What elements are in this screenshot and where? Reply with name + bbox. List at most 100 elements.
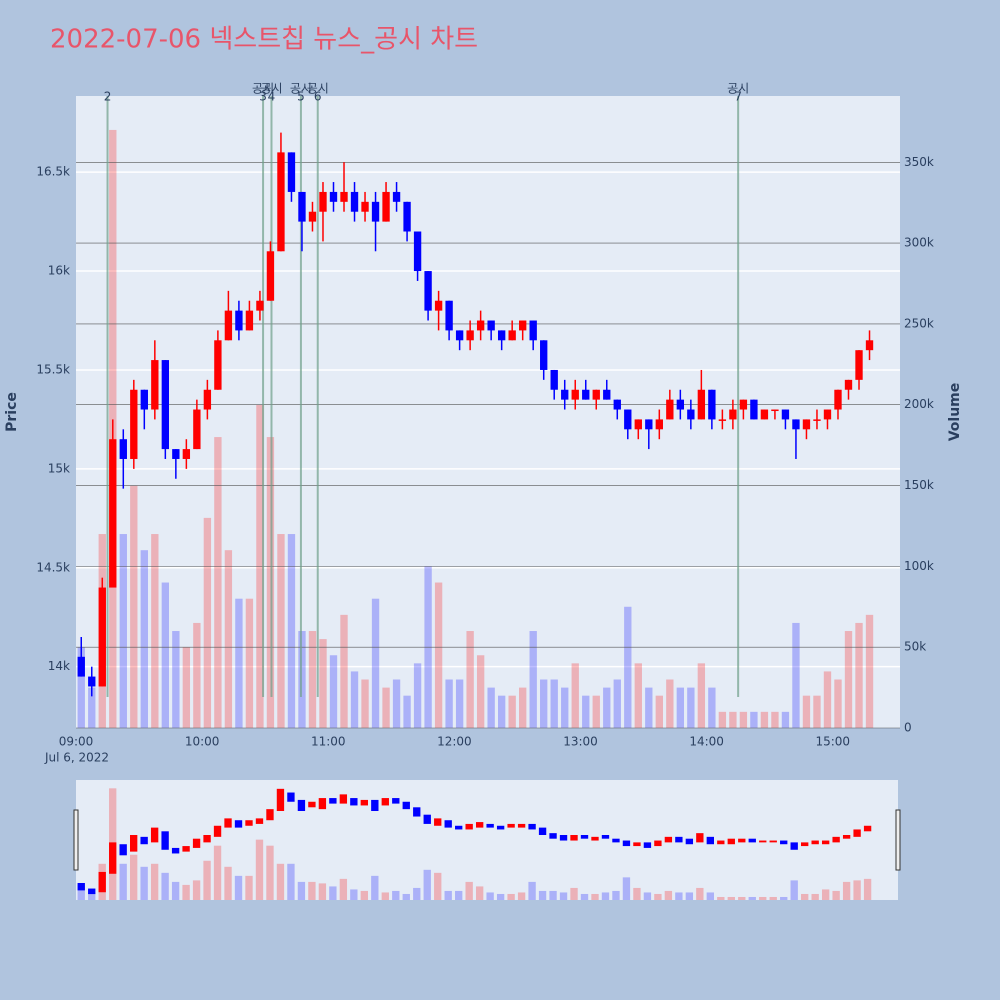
- slider-volume-bar: [455, 890, 463, 900]
- candle-body: [750, 399, 758, 420]
- chart-title: 2022-07-06 넥스트칩 뉴스_공시 차트: [50, 25, 478, 55]
- range-handle-right[interactable]: [895, 809, 901, 871]
- volume-bar: [781, 711, 790, 728]
- candle-body: [487, 320, 495, 331]
- slider-volume-bar: [486, 892, 494, 900]
- x-date-label: Jul 6, 2022: [44, 751, 109, 765]
- volume-bar: [161, 582, 170, 728]
- x-tick-label: 10:00: [185, 735, 220, 749]
- candle-body: [697, 389, 706, 420]
- y2-tick-label: 300k: [904, 236, 934, 250]
- candle-body: [235, 310, 243, 331]
- annotation-number: 7: [734, 90, 742, 104]
- candle-body: [392, 191, 401, 202]
- slider-volume-bar: [601, 892, 610, 900]
- volume-bar: [476, 655, 485, 728]
- candle-body: [266, 251, 275, 301]
- slider-volume-bar: [821, 889, 830, 900]
- annotation-text: 공시: [727, 82, 749, 96]
- slider-volume-bar: [727, 896, 735, 900]
- volume-bar: [298, 631, 306, 728]
- slider-volume-bar: [392, 890, 400, 900]
- volume-bar: [519, 687, 527, 728]
- slider-volume-bar: [329, 886, 337, 900]
- slider-volume-bar: [350, 889, 358, 900]
- volume-bar: [550, 679, 558, 728]
- candle-body: [151, 360, 159, 410]
- volume-bar: [855, 622, 863, 728]
- candle-body: [434, 300, 443, 311]
- candle-body: [287, 152, 296, 192]
- candle-body: [729, 409, 737, 420]
- volume-bar: [319, 639, 327, 728]
- candle-body: [224, 310, 233, 341]
- x-tick-label: 11:00: [311, 735, 346, 749]
- volume-bar: [834, 679, 842, 728]
- volume-bar: [235, 598, 243, 728]
- slider-volume-bar: [675, 892, 683, 900]
- volume-bar: [571, 663, 579, 728]
- candle-body: [792, 419, 800, 430]
- x-tick-label: 09:00: [59, 735, 94, 749]
- x-tick-label: 12:00: [437, 735, 472, 749]
- y2-axis-title: Volume: [947, 383, 963, 442]
- volume-bar: [434, 582, 443, 728]
- slider-volume-bar: [444, 890, 452, 900]
- candle-body: [582, 389, 590, 400]
- candle-body: [88, 676, 96, 687]
- candle-body: [319, 191, 327, 212]
- slider-volume-bar: [171, 881, 180, 900]
- y-tick-label: 15k: [48, 461, 70, 475]
- candle-body: [550, 369, 558, 390]
- slider-volume-bar: [213, 845, 222, 900]
- candle-body: [592, 389, 600, 400]
- annotation-text: 공시: [252, 82, 274, 96]
- slider-volume-bar: [549, 890, 557, 900]
- candle-body: [119, 439, 127, 459]
- candle-body: [329, 191, 338, 202]
- slider-volume-bar: [738, 896, 746, 900]
- volume-bar: [645, 687, 653, 728]
- slider-volume-bar: [192, 880, 201, 900]
- candle-body: [561, 389, 569, 400]
- volume-bar: [445, 679, 453, 728]
- y-tick-label: 16k: [48, 264, 70, 278]
- slider-volume-bar: [717, 896, 725, 900]
- volume-bar: [792, 622, 800, 728]
- candle-body: [193, 409, 201, 450]
- volume-bar: [634, 663, 642, 728]
- annotation-number: 2: [104, 90, 112, 104]
- range-handle-left[interactable]: [73, 809, 79, 871]
- range-slider[interactable]: [76, 780, 898, 900]
- y2-tick-label: 150k: [904, 478, 934, 492]
- slider-volume-bar: [832, 890, 840, 900]
- slider-volume-bar: [643, 892, 652, 900]
- slider-volume-bar: [77, 884, 85, 900]
- candle-body: [519, 320, 527, 331]
- candle-body: [834, 389, 842, 410]
- volume-bar: [466, 631, 474, 728]
- slider-volume-bar: [182, 884, 190, 900]
- volume-bar: [582, 695, 590, 728]
- candle-body: [130, 389, 138, 459]
- volume-bar: [413, 663, 422, 728]
- candle-body: [466, 330, 474, 341]
- slider-volume-bar: [371, 875, 379, 900]
- volume-bar: [540, 679, 548, 728]
- candle-body: [645, 419, 653, 430]
- slider-volume-bar: [475, 886, 484, 900]
- slider-volume-bar: [580, 893, 589, 900]
- volume-bar: [561, 687, 569, 728]
- slider-volume-bar: [297, 881, 306, 900]
- annotation-text: 공시: [290, 82, 312, 96]
- slider-volume-bar: [748, 896, 756, 900]
- candle-body: [256, 300, 264, 311]
- candle-body: [571, 389, 579, 400]
- candle-body: [308, 211, 317, 222]
- slider-volume-bar: [308, 881, 316, 900]
- slider-volume-bar: [863, 878, 872, 900]
- slider-volume-bar: [150, 863, 159, 900]
- candle-body: [424, 271, 432, 311]
- slider-volume-bar: [161, 872, 169, 900]
- volume-bar: [392, 679, 401, 728]
